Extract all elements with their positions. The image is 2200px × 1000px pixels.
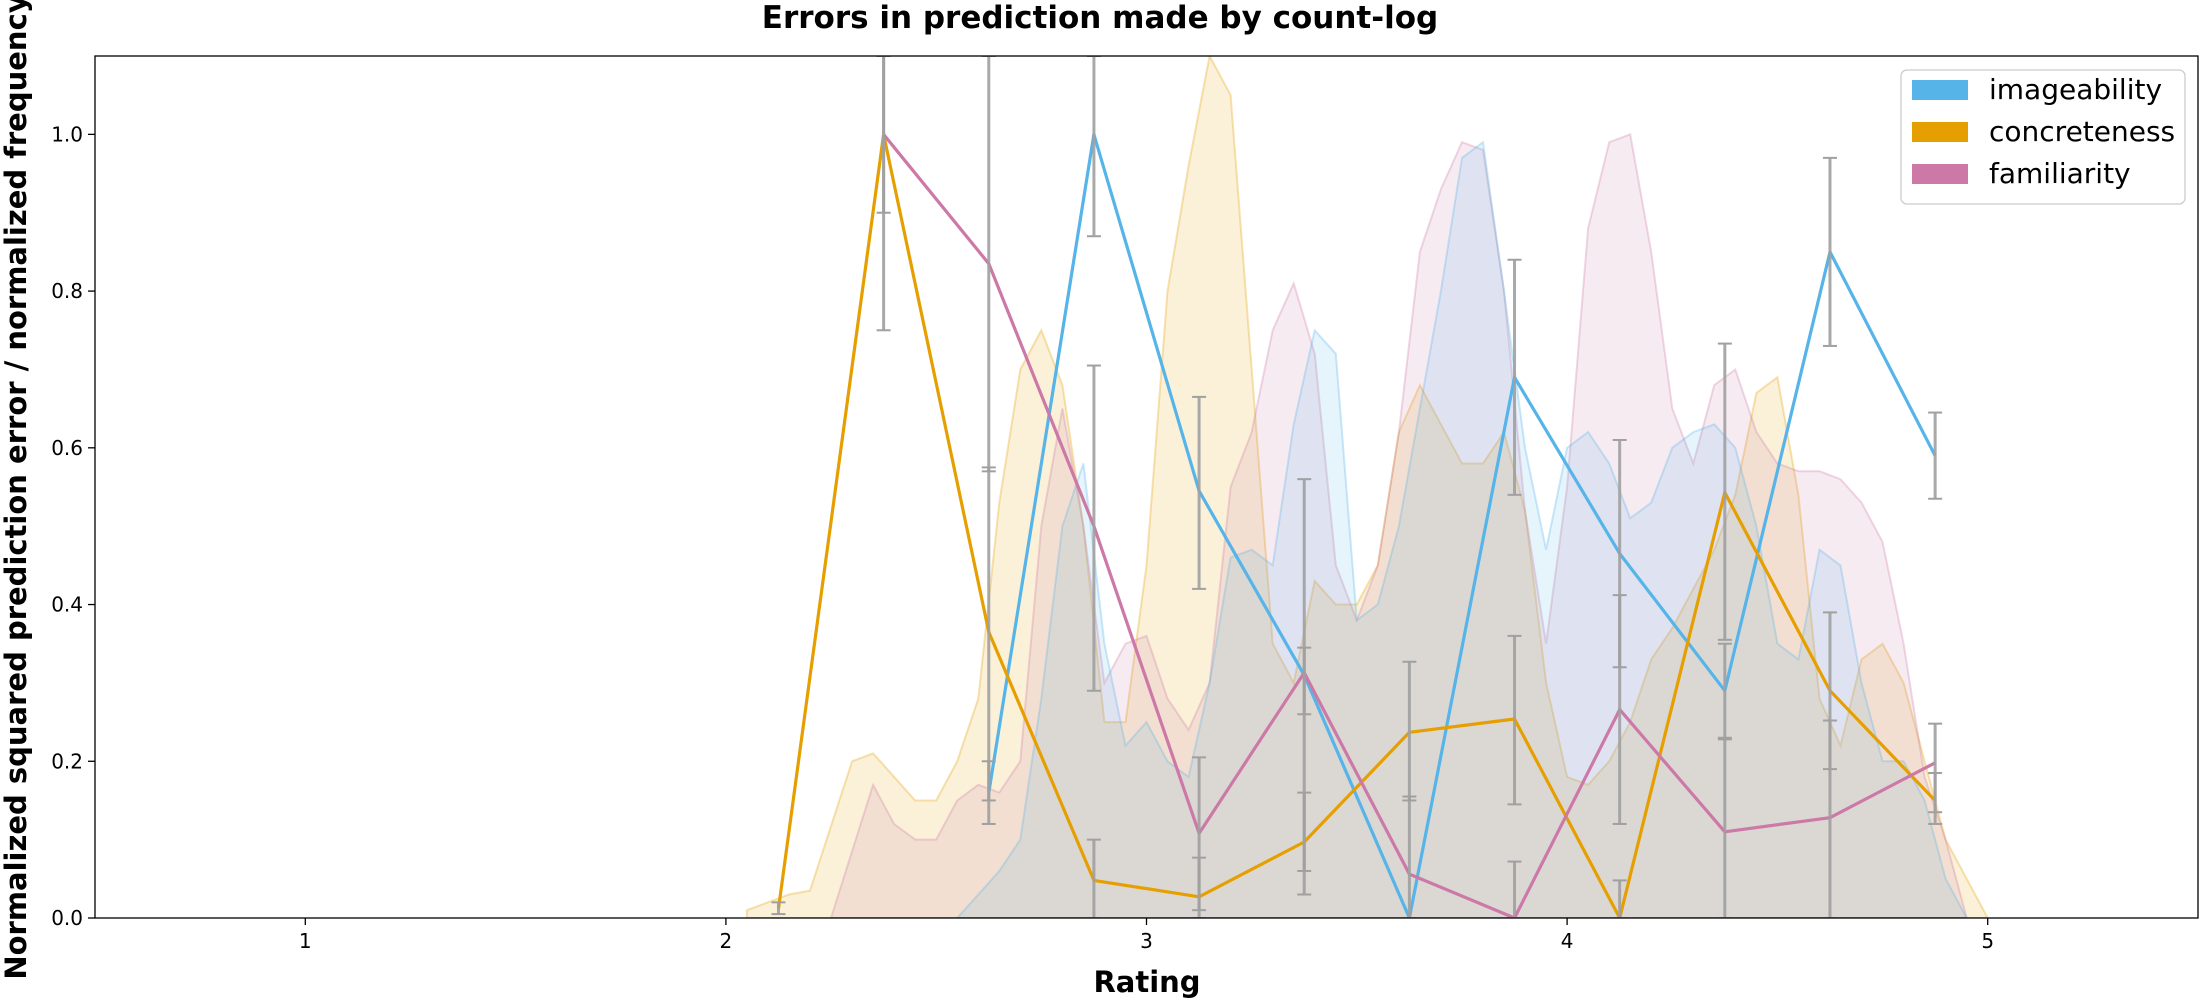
x-tick-label: 5 (1981, 929, 1994, 953)
x-tick-label: 4 (1561, 929, 1574, 953)
series-line-concreteness (776, 132, 1937, 918)
frequency-area-imageability (955, 140, 1968, 918)
frequency-area-concreteness (745, 56, 1989, 918)
y-tick-label: 0.8 (51, 279, 83, 303)
legend-label-familiarity: familiarity (1989, 157, 2131, 190)
error-bar-imageability (1822, 156, 1837, 347)
error-bar-imageability (1717, 642, 1732, 739)
chart-title: Errors in prediction made by count-log (762, 0, 1438, 36)
error-bar-concreteness (1717, 342, 1732, 641)
error-bar-familiarity (1086, 364, 1101, 692)
legend-box (1900, 69, 2186, 205)
series-line-imageability (987, 132, 1937, 918)
y-axis-ticks: 0.0 0.2 0.4 0.6 0.8 1.0 (51, 122, 95, 930)
frequency-area-familiarity (829, 133, 1968, 918)
legend-label-imageability: imageability (1989, 73, 2162, 106)
legend-label-concreteness: concreteness (1989, 115, 2175, 148)
error-bar-concreteness (1612, 879, 1627, 918)
frequency-areas (745, 56, 1989, 918)
legend-swatch-concreteness (1912, 122, 1968, 142)
error-bar-imageability (1507, 258, 1522, 496)
error-bar-familiarity (981, 56, 996, 473)
legend: imageability concreteness familiarity (1900, 69, 2186, 205)
error-bar-familiarity (1717, 738, 1732, 918)
x-tick-label: 2 (720, 929, 733, 953)
error-bar-familiarity (1612, 594, 1627, 825)
error-bar-familiarity (876, 56, 891, 332)
error-bar-imageability (1086, 56, 1101, 238)
error-bar-concreteness (1507, 634, 1522, 806)
y-tick-label: 0.0 (51, 906, 83, 930)
error-bars (771, 56, 1943, 918)
legend-swatch-imageability (1912, 80, 1968, 100)
error-bar-imageability (1928, 411, 1943, 500)
y-tick-label: 0.2 (51, 749, 83, 773)
x-tick-label: 3 (1140, 929, 1153, 953)
y-tick-label: 0.6 (51, 436, 83, 460)
error-bar-familiarity (1297, 478, 1312, 872)
error-bar-familiarity (1928, 722, 1943, 814)
error-bar-familiarity (1402, 795, 1417, 918)
error-bar-imageability (1192, 395, 1207, 590)
y-tick-label: 1.0 (51, 122, 83, 146)
x-axis-label: Rating (1093, 965, 1200, 999)
error-bar-concreteness (1086, 838, 1101, 918)
error-bar-familiarity (1192, 756, 1207, 918)
y-tick-label: 0.4 (51, 593, 83, 617)
error-bar-concreteness (771, 901, 786, 916)
x-tick-label: 1 (299, 929, 312, 953)
error-bar-familiarity (1507, 860, 1522, 918)
legend-swatch-familiarity (1912, 164, 1968, 184)
x-axis-ticks: 1 2 3 4 5 (299, 918, 1994, 953)
y-axis-label: Normalized squared prediction error / no… (0, 0, 33, 980)
error-bar-familiarity (1822, 719, 1837, 918)
